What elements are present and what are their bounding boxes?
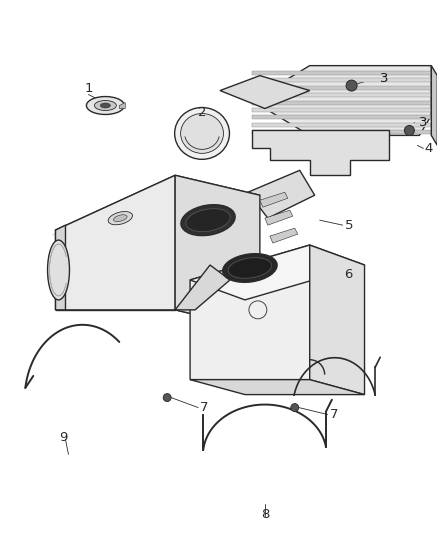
Polygon shape (252, 123, 431, 127)
Polygon shape (431, 66, 437, 146)
Polygon shape (190, 245, 310, 379)
Circle shape (291, 403, 299, 411)
Ellipse shape (180, 114, 223, 154)
Text: 6: 6 (345, 269, 353, 281)
Polygon shape (260, 192, 288, 207)
Circle shape (349, 83, 354, 88)
Polygon shape (270, 228, 298, 243)
Text: 7: 7 (200, 401, 208, 414)
Ellipse shape (48, 240, 70, 300)
Ellipse shape (95, 101, 117, 110)
Polygon shape (190, 245, 364, 300)
Polygon shape (252, 66, 431, 135)
Polygon shape (175, 175, 260, 330)
Text: 5: 5 (345, 219, 353, 232)
Text: 7: 7 (330, 408, 338, 421)
Ellipse shape (223, 254, 277, 282)
Polygon shape (310, 245, 364, 394)
Polygon shape (252, 71, 431, 75)
Polygon shape (265, 210, 293, 225)
Ellipse shape (113, 215, 127, 222)
Polygon shape (248, 171, 314, 218)
Polygon shape (56, 175, 175, 310)
Ellipse shape (186, 208, 230, 232)
Ellipse shape (108, 212, 132, 225)
Polygon shape (119, 102, 125, 109)
Text: 3: 3 (379, 72, 388, 85)
Polygon shape (175, 265, 230, 310)
Polygon shape (252, 108, 431, 112)
Text: 9: 9 (59, 431, 68, 444)
Circle shape (407, 128, 412, 133)
Ellipse shape (181, 205, 235, 236)
Polygon shape (252, 78, 431, 82)
Text: 2: 2 (198, 106, 206, 119)
Polygon shape (220, 76, 310, 109)
Circle shape (346, 80, 357, 91)
Ellipse shape (175, 108, 230, 159)
Polygon shape (252, 86, 431, 90)
Polygon shape (252, 116, 431, 119)
Ellipse shape (228, 257, 272, 278)
Text: 3: 3 (419, 116, 428, 129)
Text: 4: 4 (424, 142, 433, 155)
Circle shape (163, 393, 171, 401)
Ellipse shape (86, 96, 124, 115)
Polygon shape (56, 225, 66, 310)
Ellipse shape (100, 103, 110, 108)
Text: 1: 1 (84, 82, 93, 95)
Text: 8: 8 (261, 508, 269, 521)
Polygon shape (252, 131, 389, 175)
Polygon shape (252, 101, 431, 104)
Polygon shape (56, 175, 260, 250)
Polygon shape (252, 93, 431, 97)
Polygon shape (252, 131, 431, 134)
Polygon shape (190, 379, 364, 394)
Circle shape (404, 125, 414, 135)
